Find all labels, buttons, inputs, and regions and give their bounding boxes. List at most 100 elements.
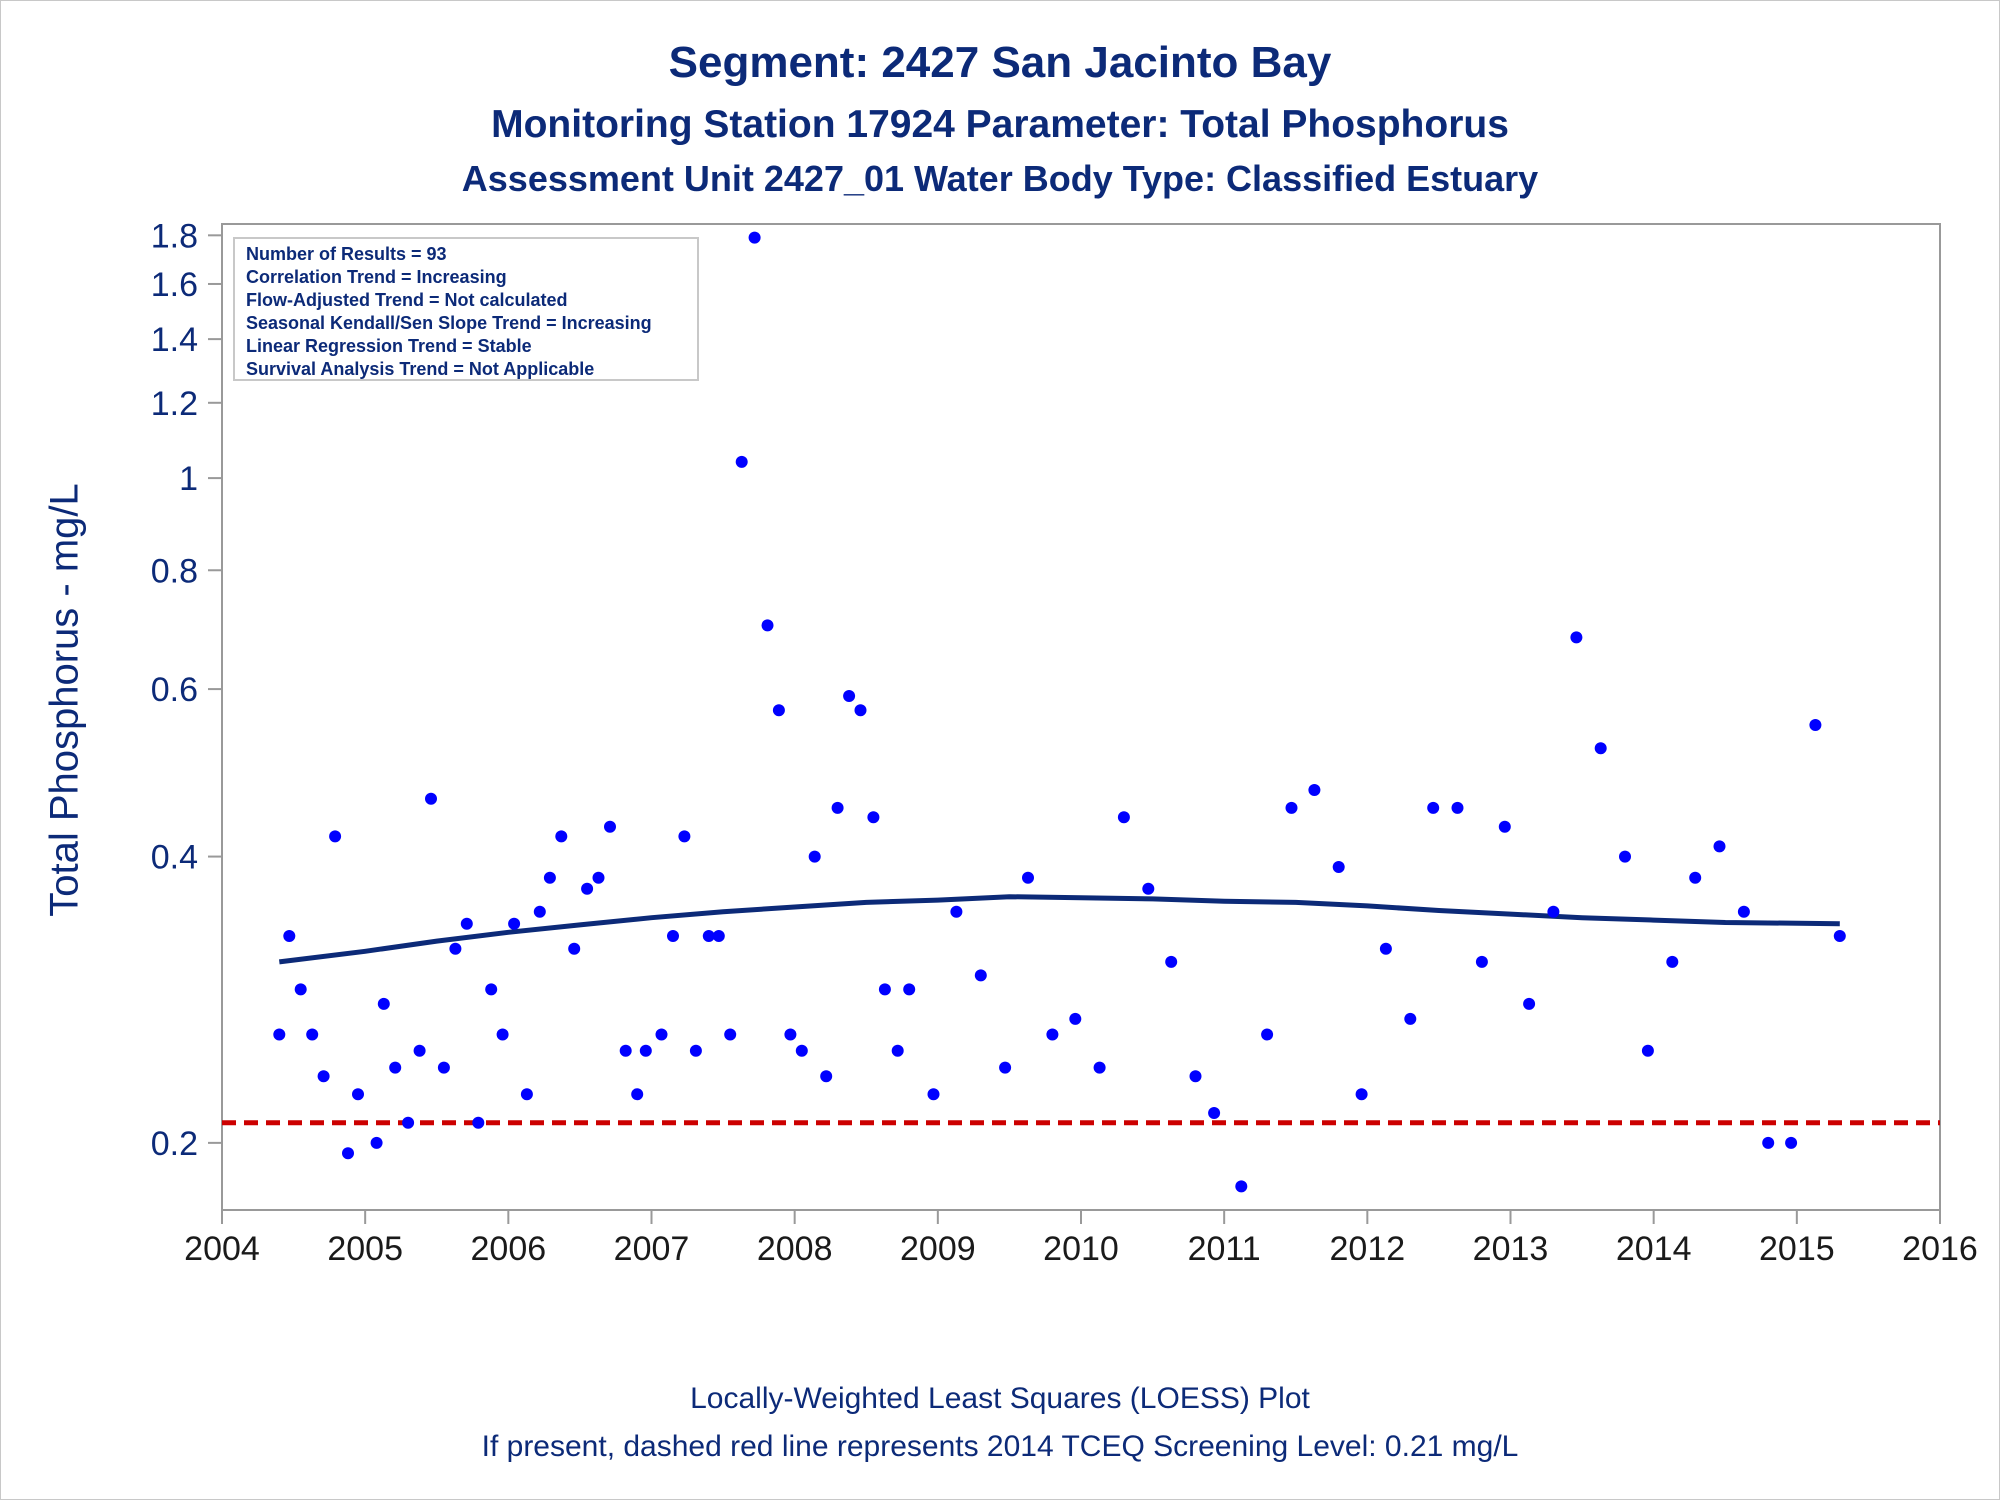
y-tick-label: 1 [179, 460, 198, 498]
data-point [1641, 1044, 1654, 1057]
x-tick-label: 2009 [900, 1230, 976, 1268]
footnote-screening: If present, dashed red line represents 2… [481, 1430, 1519, 1463]
x-tick-label: 2014 [1616, 1230, 1692, 1268]
data-point [520, 1088, 533, 1101]
legend-line-results: Number of Results = 93 [246, 244, 447, 264]
data-point [1261, 1028, 1274, 1041]
x-tick-label: 2008 [757, 1230, 833, 1268]
data-point [592, 871, 605, 884]
data-point [724, 1028, 737, 1041]
data-point [1689, 871, 1702, 884]
data-point [831, 801, 844, 814]
legend-line-linear-regression: Linear Regression Trend = Stable [246, 336, 532, 356]
data-point [508, 917, 521, 930]
chart-subtitle-assessment: Assessment Unit 2427_01 Water Body Type:… [461, 158, 1539, 199]
data-point [437, 1061, 450, 1074]
x-tick-label: 2015 [1759, 1230, 1835, 1268]
x-tick-label: 2012 [1330, 1230, 1406, 1268]
x-tick-label: 2011 [1188, 1230, 1261, 1268]
data-point [712, 930, 725, 942]
data-point [1332, 861, 1345, 873]
data-point [555, 830, 568, 843]
data-point [1355, 1088, 1368, 1101]
data-point [425, 792, 437, 805]
data-point [1235, 1180, 1248, 1193]
data-point [1451, 801, 1464, 814]
chart-subtitle-station: Monitoring Station 17924 Parameter: Tota… [491, 103, 1509, 146]
data-point [496, 1028, 509, 1041]
data-point [581, 882, 594, 895]
data-point [1208, 1107, 1221, 1119]
data-point [784, 1028, 797, 1041]
data-point [1022, 871, 1034, 884]
data-point [619, 1044, 632, 1057]
data-point [352, 1088, 364, 1101]
data-point [820, 1070, 833, 1083]
data-point [950, 905, 963, 918]
data-point [1427, 801, 1440, 814]
data-point [1404, 1012, 1417, 1025]
data-point [655, 1028, 668, 1041]
data-point [878, 983, 891, 996]
data-point [543, 871, 556, 884]
legend-line-flow-adjusted: Flow-Adjusted Trend = Not calculated [246, 290, 568, 310]
data-point [317, 1070, 330, 1083]
legend-line-correlation: Correlation Trend = Increasing [246, 267, 507, 287]
y-tick-label: 1.6 [151, 266, 198, 304]
data-point [772, 704, 785, 717]
x-axis: 2004 2005 2006 2007 2008 2009 2010 2011 2012 2013… [184, 1210, 1978, 1268]
data-point [631, 1088, 644, 1101]
data-point [843, 690, 856, 702]
data-point [283, 930, 296, 942]
data-point [1570, 631, 1583, 644]
data-point [1165, 955, 1178, 968]
loess-curve [278, 894, 1840, 965]
data-point [1046, 1028, 1059, 1041]
data-point [854, 704, 867, 717]
data-point [1498, 820, 1511, 833]
y-axis: 0.2 0.4 0.6 0.8 1 1.2 1.4 1.6 1.8 [151, 217, 222, 1163]
data-point [689, 1044, 702, 1057]
data-point [1379, 942, 1392, 955]
y-tick-label: 0.4 [151, 839, 198, 877]
data-point [485, 983, 498, 996]
data-point [402, 1116, 415, 1129]
data-point [533, 905, 546, 918]
x-tick-label: 2005 [327, 1230, 403, 1268]
data-point [1666, 955, 1679, 968]
trend-legend: Number of Results = 93 Correlation Trend… [233, 237, 699, 381]
data-point [449, 942, 462, 955]
y-tick-label: 0.8 [151, 552, 198, 590]
data-point [306, 1028, 319, 1041]
data-point [1285, 801, 1298, 814]
data-point [604, 820, 616, 833]
data-point [891, 1044, 904, 1057]
data-point [1762, 1136, 1775, 1149]
data-point [735, 455, 748, 468]
data-point [1809, 719, 1822, 731]
x-tick-label: 2006 [471, 1230, 547, 1268]
data-point [748, 231, 761, 244]
data-point [460, 917, 473, 930]
data-point [377, 997, 390, 1010]
data-point [472, 1116, 485, 1129]
chart-title: Segment: 2427 San Jacinto Bay [668, 38, 1332, 87]
data-point [974, 969, 987, 982]
data-point [999, 1061, 1012, 1074]
y-tick-label: 0.2 [151, 1125, 198, 1163]
legend-box [233, 237, 699, 381]
y-tick-label: 1.8 [151, 217, 198, 255]
data-point [1069, 1012, 1082, 1025]
data-point [370, 1136, 383, 1149]
data-point [808, 850, 821, 863]
data-point [678, 830, 691, 843]
y-tick-label: 1.2 [151, 385, 198, 423]
x-tick-label: 2007 [614, 1230, 690, 1268]
data-point [568, 942, 581, 955]
data-point [329, 830, 342, 843]
data-point [867, 811, 880, 824]
data-point [1142, 882, 1155, 895]
data-point [1619, 850, 1631, 863]
data-point [294, 983, 307, 996]
